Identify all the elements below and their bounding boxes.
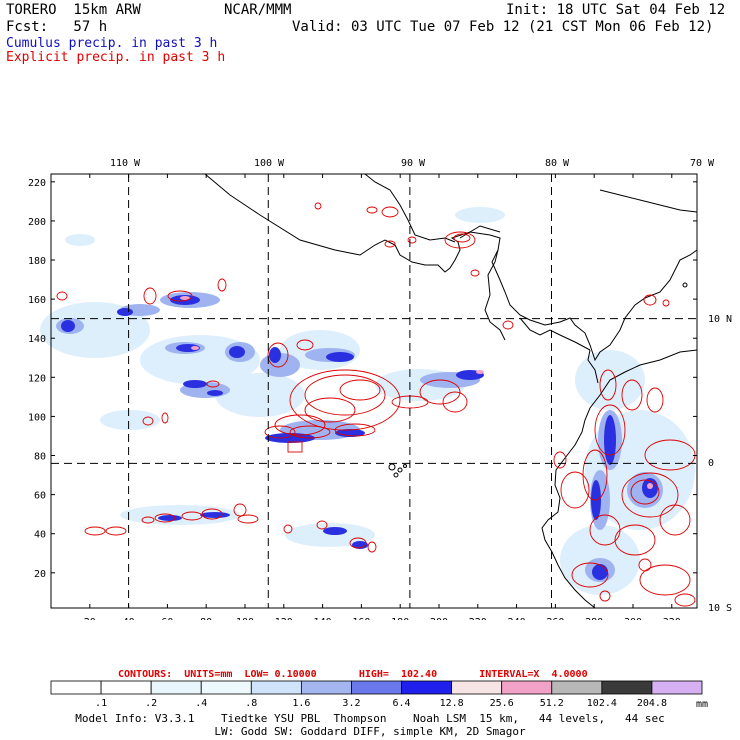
x-tick-label: 180: [391, 617, 409, 620]
y-tick-label: 220: [28, 178, 46, 189]
legend-color-box: [501, 680, 553, 695]
map-frame: [50, 173, 698, 609]
y-tick-label: 180: [28, 256, 46, 267]
y-tick-label: 200: [28, 217, 46, 228]
y-tick-label: 60: [34, 491, 46, 502]
org-label: NCAR/MMM: [224, 2, 292, 18]
legend-threshold-label: 1.6: [292, 698, 310, 709]
right-lat-label-0: 0: [708, 458, 714, 469]
precip-field-layer: [40, 207, 695, 595]
physics-info-line: LW: Godd SW: Goddard DIFF, simple KM, 2D…: [214, 725, 526, 738]
contours-info: CONTOURS: UNITS=mm LOW= 0.10000 HIGH= 10…: [118, 669, 588, 680]
right-lat-label-10n: 10 N: [708, 314, 732, 325]
x-tick-label: 200: [430, 617, 448, 620]
x-tick-label: 280: [585, 617, 603, 620]
legend-threshold-label: .1: [95, 698, 107, 709]
axis-ticks: [51, 174, 697, 608]
forecast-hour: Fcst: 57 h: [6, 19, 108, 35]
x-tick-label: 320: [663, 617, 681, 620]
x-tick-label: 300: [624, 617, 642, 620]
legend-color-box: [651, 680, 703, 695]
legend-unit: mm: [696, 699, 708, 710]
legend-color-box: [601, 680, 653, 695]
legend-threshold-label: .4: [195, 698, 207, 709]
legend-threshold-label: 25.6: [490, 698, 514, 709]
top-lon-label-90w: 90 W: [401, 158, 426, 169]
axis-labels: 110 W 100 W 90 W 80 W 70 W 10 N 0 10 S: [110, 158, 732, 614]
cumulus-legend-label: Cumulus precip. in past 3 h: [6, 36, 218, 51]
precip-map: 110 W 100 W 90 W 80 W 70 W 10 N 0 10 S 2…: [28, 158, 732, 620]
top-lon-label-80w: 80 W: [545, 158, 570, 169]
legend-color-box: [100, 680, 152, 695]
y-tick-labels: 20 40 60 80 100 120 140 160 180 200 220: [28, 178, 46, 580]
x-tick-label: 120: [275, 617, 293, 620]
x-tick-label: 220: [469, 617, 487, 620]
x-tick-labels: 20 40 60 80 100 120 140 160 180 200 220 240 260 280 30…: [84, 617, 681, 620]
model-title: TORERO 15km ARW: [6, 2, 141, 18]
y-tick-label: 80: [34, 452, 46, 463]
y-tick-label: 20: [34, 569, 46, 580]
legend-threshold-label: 102.4: [587, 698, 617, 709]
coastline-layer: [204, 173, 698, 609]
legend-color-box: [300, 680, 352, 695]
legend-color-box: [250, 680, 302, 695]
explicit-precip-contours: [56, 202, 696, 607]
legend-color-box: [351, 680, 402, 695]
x-tick-label: 240: [508, 617, 526, 620]
legend-color-box: [50, 680, 102, 695]
model-info-line: Model Info: V3.3.1 Tiedtke YSU PBL Thomp…: [75, 712, 665, 725]
x-tick-label: 140: [314, 617, 332, 620]
x-tick-label: 20: [84, 617, 96, 620]
legend-threshold-label: 3.2: [342, 698, 360, 709]
top-lon-label-70w: 70 W: [690, 158, 715, 169]
y-tick-label: 140: [28, 334, 46, 345]
x-tick-label: 160: [352, 617, 370, 620]
x-tick-label: 80: [200, 617, 212, 620]
top-lon-label-100w: 100 W: [254, 158, 285, 169]
top-lon-label-110w: 110 W: [110, 158, 141, 169]
x-tick-label: 60: [161, 617, 173, 620]
y-tick-label: 160: [28, 295, 46, 306]
y-tick-label: 100: [28, 412, 46, 423]
legend-color-box: [150, 680, 202, 695]
legend-threshold-label: .8: [245, 698, 257, 709]
legend-threshold-label: 204.8: [637, 698, 667, 709]
color-scale-bar: .1.2.4.8 1.6 3.2 6.4 12.8 25.6 51.2 102.4 204.8 …: [50, 680, 708, 710]
y-tick-label: 120: [28, 373, 46, 384]
x-tick-label: 100: [236, 617, 254, 620]
x-tick-label: 260: [546, 617, 564, 620]
explicit-legend-label: Explicit precip. in past 3 h: [6, 50, 226, 65]
legend-threshold-label: 6.4: [393, 698, 411, 709]
right-lat-label-10s: 10 S: [708, 603, 732, 614]
valid-time: Valid: 03 UTC Tue 07 Feb 12 (21 CST Mon …: [292, 19, 714, 35]
x-tick-label: 40: [123, 617, 135, 620]
lat-lon-gridlines: [51, 174, 697, 608]
legend-threshold-label: .2: [145, 698, 157, 709]
legend-threshold-label: 51.2: [540, 698, 564, 709]
legend-color-box: [401, 680, 453, 695]
legend-color-box: [451, 680, 503, 695]
legend-color-box: [551, 680, 603, 695]
y-tick-label: 40: [34, 530, 46, 541]
init-time: Init: 18 UTC Sat 04 Feb 12: [506, 2, 726, 18]
legend-threshold-label: 12.8: [440, 698, 464, 709]
legend-color-box: [200, 680, 252, 695]
